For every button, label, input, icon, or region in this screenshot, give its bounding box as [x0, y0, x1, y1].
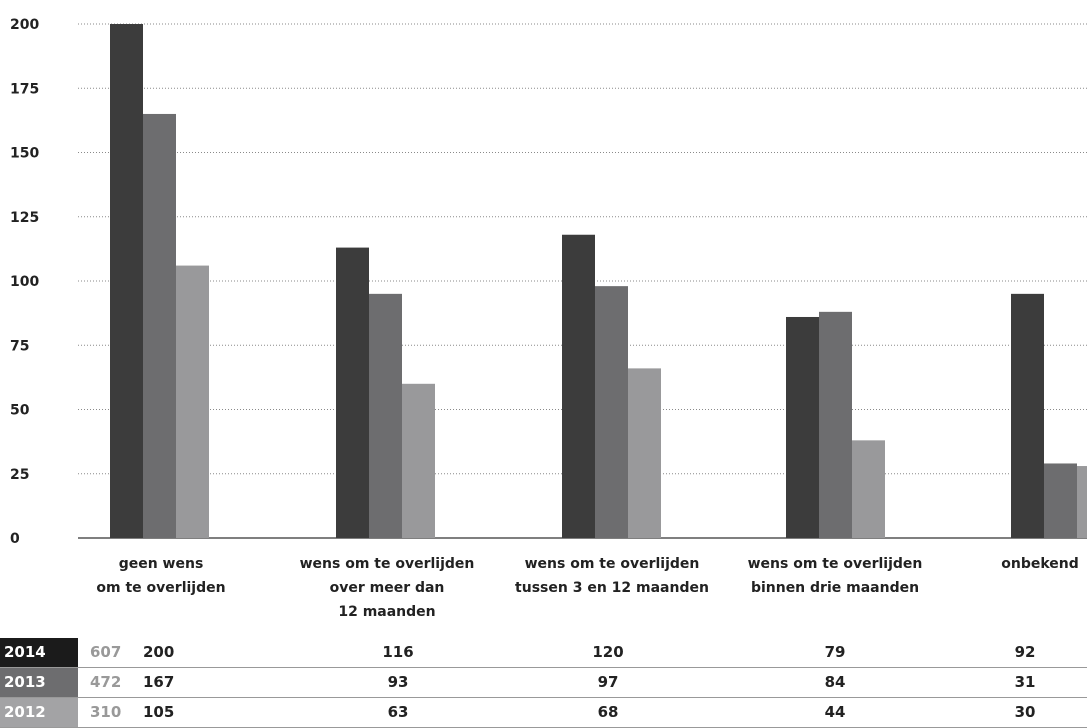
table-cell: 200: [143, 643, 175, 661]
y-tick-label: 50: [10, 403, 30, 419]
category-label: onbekend: [1001, 556, 1079, 572]
table-cell: 68: [597, 703, 619, 721]
category-label: binnen drie maanden: [751, 580, 919, 596]
year-total: 310: [90, 703, 122, 721]
year-total: 472: [90, 673, 122, 691]
category-label: om te overlijden: [96, 580, 225, 596]
bar-chart: 0 25 50 75 100 125 150 175 200 geen wens om te ove…: [10, 17, 1087, 620]
y-tick-label: 200: [10, 17, 39, 33]
table-row: 2013 472 167 93 97 84 31: [0, 668, 1087, 698]
bar-2013: [369, 293, 402, 538]
table-row: 2012 310 105 63 68 44 30: [0, 698, 1087, 728]
year-label: 2013: [0, 668, 78, 697]
table-cell: 79: [824, 643, 846, 661]
bar-2012: [176, 265, 209, 538]
y-tick-label: 75: [10, 338, 29, 354]
data-table: 2014 607 200 116 120 79 92 2013 472 167 …: [0, 638, 1087, 728]
year-total: 607: [90, 643, 122, 661]
bar-2012: [852, 440, 885, 538]
category-label: over meer dan: [330, 580, 445, 596]
bar-2012: [628, 368, 661, 538]
y-tick-label: 100: [10, 274, 39, 290]
y-tick-label: 125: [10, 210, 39, 226]
bar-2014: [1011, 293, 1044, 538]
bar-2014: [336, 247, 369, 538]
bar-2013: [819, 311, 852, 538]
bar-2012: [1077, 466, 1087, 538]
y-tick-label: 0: [10, 531, 20, 547]
category-label: wens om te overlijden: [300, 556, 475, 572]
table-cell: 84: [824, 673, 846, 691]
table-cell: 92: [1014, 643, 1036, 661]
bar-2013: [595, 286, 628, 538]
category-label: wens om te overlijden: [525, 556, 700, 572]
table-cell: 30: [1014, 703, 1036, 721]
bar-2014: [110, 24, 143, 538]
table-cell: 120: [592, 643, 624, 661]
table-cell: 93: [387, 673, 409, 691]
table-cell: 116: [382, 643, 414, 661]
table-cell: 97: [597, 673, 619, 691]
category-label: wens om te overlijden: [748, 556, 923, 572]
y-tick-label: 175: [10, 81, 39, 97]
y-tick-label: 25: [10, 467, 29, 483]
table-cell: 44: [824, 703, 846, 721]
y-tick-label: 150: [10, 146, 39, 162]
bar-2014: [786, 316, 819, 538]
table-row: 2014 607 200 116 120 79 92: [0, 638, 1087, 668]
bar-2013: [1044, 463, 1077, 538]
bar-2012: [402, 383, 435, 538]
table-cell: 31: [1014, 673, 1036, 691]
table-cell: 63: [387, 703, 409, 721]
category-label: tussen 3 en 12 maanden: [515, 580, 709, 596]
year-label: 2012: [0, 698, 78, 727]
table-cell: 105: [143, 703, 175, 721]
bar-2013: [143, 113, 176, 538]
bar-2014: [562, 234, 595, 539]
table-cell: 167: [143, 673, 175, 691]
category-label: 12 maanden: [338, 604, 435, 620]
category-label: geen wens: [119, 556, 204, 572]
year-label: 2014: [0, 638, 78, 667]
